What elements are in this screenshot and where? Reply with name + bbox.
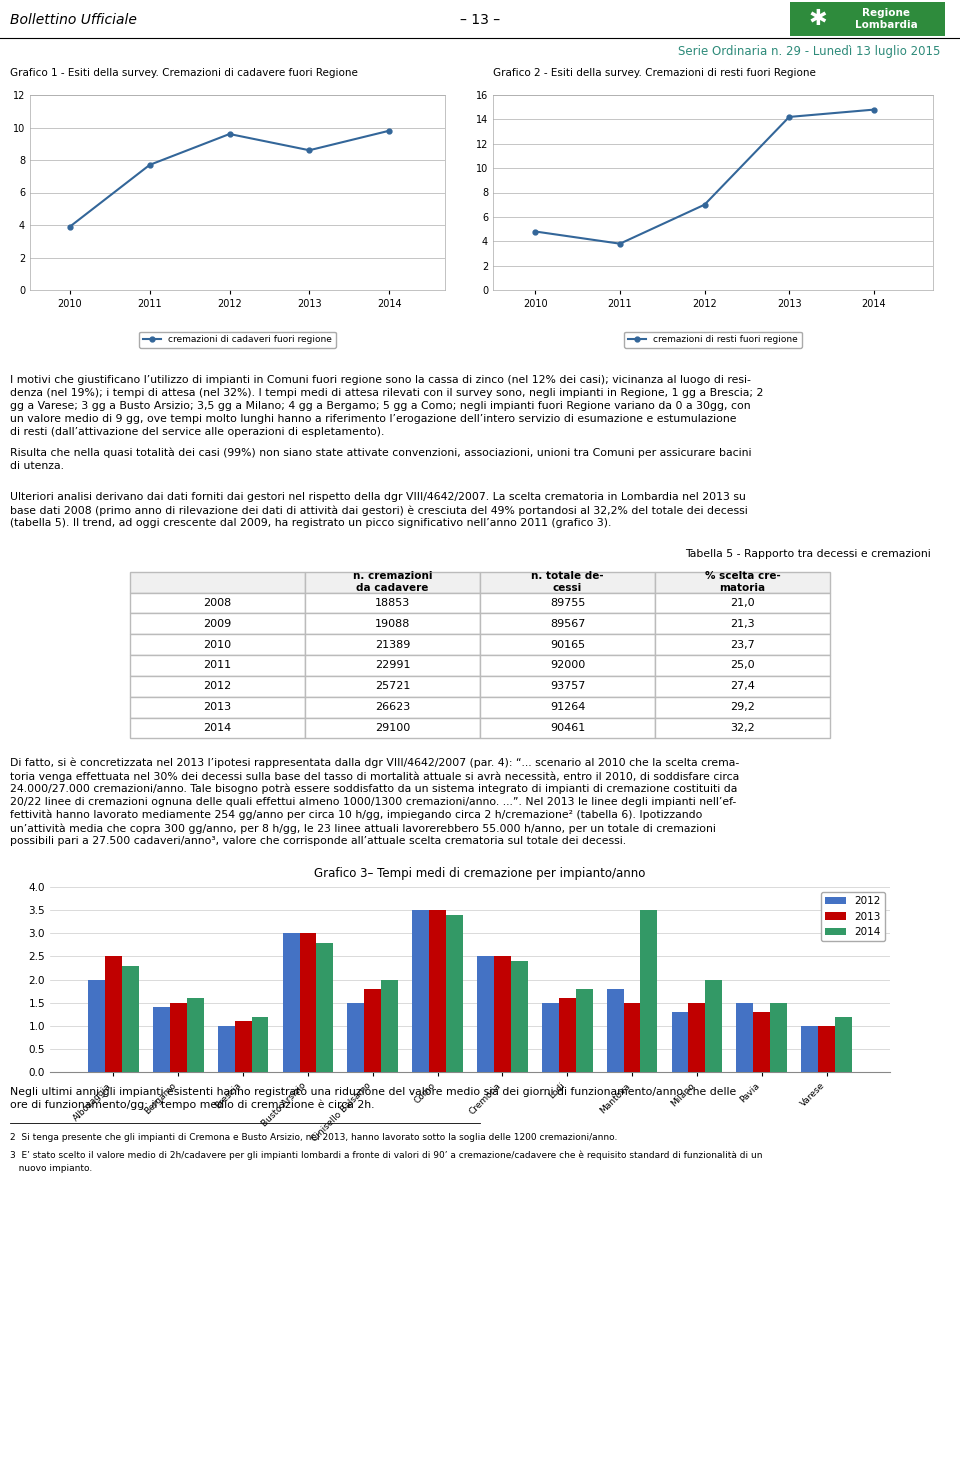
Bar bbox=[186, 999, 204, 1071]
Bar bbox=[835, 1017, 852, 1071]
Text: ore di funzionamento/gg: il tempo medio di cremazione è circa 2h.: ore di funzionamento/gg: il tempo medio … bbox=[10, 1100, 374, 1110]
Bar bbox=[688, 1003, 706, 1071]
Legend: cremazioni di resti fuori regione: cremazioni di resti fuori regione bbox=[624, 331, 802, 347]
Text: Grafico 2 - Esiti della survey. Cremazioni di resti fuori Regione: Grafico 2 - Esiti della survey. Cremazio… bbox=[493, 68, 816, 79]
Text: gg a Varese; 3 gg a Busto Arsizio; 3,5 gg a Milano; 4 gg a Bergamo; 5 gg a Como;: gg a Varese; 3 gg a Busto Arsizio; 3,5 g… bbox=[10, 401, 751, 411]
Bar bbox=[770, 1003, 787, 1071]
Bar bbox=[559, 999, 576, 1071]
Bar bbox=[412, 910, 429, 1071]
Text: Bollettino Ufficiale: Bollettino Ufficiale bbox=[10, 13, 137, 27]
Text: Negli ultimi anni gli impianti esistenti hanno registrato una riduzione del valo: Negli ultimi anni gli impianti esistenti… bbox=[10, 1086, 736, 1097]
Bar bbox=[218, 1025, 234, 1071]
Bar bbox=[252, 1017, 269, 1071]
Text: toria venga effettuata nel 30% dei decessi sulla base del tasso di mortalità att: toria venga effettuata nel 30% dei deces… bbox=[10, 772, 739, 782]
Text: Grafico 3– Tempi medi di cremazione per impianto/anno: Grafico 3– Tempi medi di cremazione per … bbox=[314, 867, 646, 880]
Bar bbox=[317, 942, 333, 1071]
Bar bbox=[105, 956, 122, 1071]
Bar bbox=[607, 988, 624, 1071]
Bar bbox=[446, 914, 463, 1071]
Bar bbox=[736, 1003, 754, 1071]
Text: Lombardia: Lombardia bbox=[854, 21, 918, 30]
Bar bbox=[542, 1003, 559, 1071]
Text: nuovo impianto.: nuovo impianto. bbox=[10, 1163, 92, 1172]
Text: Di fatto, si è concretizzata nel 2013 l’ipotesi rappresentata dalla dgr VIII/464: Di fatto, si è concretizzata nel 2013 l’… bbox=[10, 758, 739, 769]
Bar bbox=[494, 956, 511, 1071]
Bar bbox=[365, 988, 381, 1071]
Text: Risulta che nella quasi totalità dei casi (99%) non siano state attivate convenz: Risulta che nella quasi totalità dei cas… bbox=[10, 448, 752, 459]
Bar bbox=[300, 933, 317, 1071]
Bar bbox=[282, 933, 300, 1071]
Bar bbox=[234, 1021, 252, 1071]
Text: fettività hanno lavorato mediamente 254 gg/anno per circa 10 h/gg, impiegando ci: fettività hanno lavorato mediamente 254 … bbox=[10, 810, 703, 821]
Bar bbox=[511, 962, 528, 1071]
Text: possibili pari a 27.500 cadaveri/anno³, valore che corrisponde all’attuale scelt: possibili pari a 27.500 cadaveri/anno³, … bbox=[10, 835, 626, 846]
Text: denza (nel 19%); i tempi di attesa (nel 32%). I tempi medi di attesa rilevati co: denza (nel 19%); i tempi di attesa (nel … bbox=[10, 387, 763, 398]
Text: 20/22 linee di cremazioni ognuna delle quali effettui almeno 1000/1300 cremazion: 20/22 linee di cremazioni ognuna delle q… bbox=[10, 797, 736, 807]
Text: (tabella 5). Il trend, ad oggi crescente dal 2009, ha registrato un picco signif: (tabella 5). Il trend, ad oggi crescente… bbox=[10, 518, 612, 528]
Bar bbox=[576, 988, 592, 1071]
Bar bbox=[477, 956, 494, 1071]
Text: 3  E’ stato scelto il valore medio di 2h/cadavere per gli impianti lombardi a fr: 3 E’ stato scelto il valore medio di 2h/… bbox=[10, 1152, 762, 1160]
Legend: 2012, 2013, 2014: 2012, 2013, 2014 bbox=[821, 892, 885, 941]
Text: – 13 –: – 13 – bbox=[460, 13, 500, 27]
Bar bbox=[88, 979, 105, 1071]
Bar bbox=[429, 910, 446, 1071]
Text: 24.000/27.000 cremazioni/anno. Tale bisogno potrà essere soddisfatto da un siste: 24.000/27.000 cremazioni/anno. Tale biso… bbox=[10, 784, 737, 794]
Text: 2  Si tenga presente che gli impianti di Cremona e Busto Arsizio, nel 2013, hann: 2 Si tenga presente che gli impianti di … bbox=[10, 1132, 617, 1143]
Bar bbox=[754, 1012, 770, 1071]
Text: ✱: ✱ bbox=[808, 9, 828, 30]
Bar bbox=[802, 1025, 818, 1071]
Text: un’attività media che copra 300 gg/anno, per 8 h/gg, le 23 linee attuali lavorer: un’attività media che copra 300 gg/anno,… bbox=[10, 824, 716, 834]
Text: Ulteriori analisi derivano dai dati forniti dai gestori nel rispetto della dgr V: Ulteriori analisi derivano dai dati forn… bbox=[10, 493, 746, 502]
Legend: cremazioni di cadaveri fuori regione: cremazioni di cadaveri fuori regione bbox=[139, 331, 336, 347]
Text: Tabella 5 - Rapporto tra decessi e cremazioni: Tabella 5 - Rapporto tra decessi e crema… bbox=[685, 549, 931, 559]
Text: Regione: Regione bbox=[862, 7, 910, 18]
Bar bbox=[348, 1003, 365, 1071]
Bar bbox=[706, 979, 722, 1071]
Text: Serie Ordinaria n. 29 - Lunedì 13 luglio 2015: Serie Ordinaria n. 29 - Lunedì 13 luglio… bbox=[679, 46, 941, 58]
Text: base dati 2008 (primo anno di rilevazione dei dati di attività dai gestori) è cr: base dati 2008 (primo anno di rilevazion… bbox=[10, 505, 748, 515]
Text: Grafico 1 - Esiti della survey. Cremazioni di cadavere fuori Regione: Grafico 1 - Esiti della survey. Cremazio… bbox=[10, 68, 358, 79]
Bar bbox=[153, 1008, 170, 1071]
Text: I motivi che giustificano l’utilizzo di impianti in Comuni fuori regione sono la: I motivi che giustificano l’utilizzo di … bbox=[10, 375, 751, 384]
Text: di utenza.: di utenza. bbox=[10, 462, 64, 470]
Bar bbox=[170, 1003, 186, 1071]
Bar bbox=[381, 979, 398, 1071]
Bar bbox=[818, 1025, 835, 1071]
Text: un valore medio di 9 gg, ove tempi molto lunghi hanno a riferimento l’erogazione: un valore medio di 9 gg, ove tempi molto… bbox=[10, 414, 736, 424]
Bar bbox=[624, 1003, 640, 1071]
Bar bbox=[672, 1012, 688, 1071]
Bar bbox=[122, 966, 139, 1071]
Bar bbox=[640, 910, 658, 1071]
Text: di resti (dall’attivazione del service alle operazioni di espletamento).: di resti (dall’attivazione del service a… bbox=[10, 427, 384, 436]
